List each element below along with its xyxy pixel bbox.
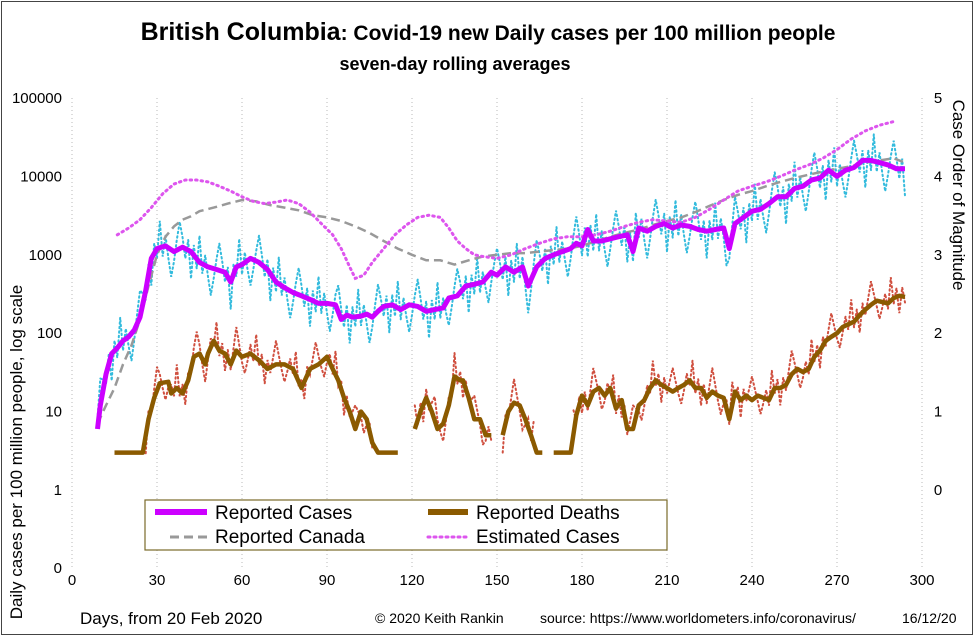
x-tick-label: 0 xyxy=(68,572,76,589)
copyright-text: © 2020 Keith Rankin xyxy=(375,610,504,626)
x-tick-label: 270 xyxy=(824,572,849,589)
daily-cases-noise xyxy=(96,134,906,420)
x-tick-label: 150 xyxy=(484,572,509,589)
x-tick-label: 300 xyxy=(909,572,934,589)
y-tick-labels: 0 1 10 100 1000 10000 100000 xyxy=(12,90,62,577)
series-line-reported-deaths xyxy=(500,400,543,455)
x-tick-labels: 0 30 60 90 120 150 180 210 240 270 300 xyxy=(68,572,935,589)
chart-title-bold: British Columbia xyxy=(141,18,342,46)
y-tick-label: 10000 xyxy=(20,168,62,185)
legend-label-reported-cases: Reported Cases xyxy=(215,503,352,524)
legend: Reported Cases Reported Deaths Reported … xyxy=(144,499,668,551)
x-tick-label: 210 xyxy=(654,572,679,589)
legend-label-reported-canada: Reported Canada xyxy=(215,527,365,548)
date-text: 16/12/20 xyxy=(902,610,957,626)
series-line-estimated-cases xyxy=(115,120,896,281)
series-line-reported-cases xyxy=(95,157,905,430)
series-line-reported-deaths xyxy=(553,293,906,455)
grid-lines xyxy=(71,98,923,568)
x-tick-label: 180 xyxy=(569,572,594,589)
chart-subtitle: seven-day rolling averages xyxy=(339,54,570,74)
series-line-reported-canada xyxy=(96,157,906,425)
x-tick-label: 120 xyxy=(399,572,424,589)
y-axis-label: Daily cases per 100 million people, log … xyxy=(7,285,26,620)
series-line-reported-deaths xyxy=(412,374,492,438)
x-axis-label: Days, from 20 Feb 2020 xyxy=(80,609,262,628)
x-tick-label: 60 xyxy=(234,572,251,589)
y2-axis-label: Case Order of Magnitude xyxy=(949,100,968,291)
series-line-reported-deaths xyxy=(114,338,398,455)
y2-tick-label: 1 xyxy=(934,404,942,421)
y-tick-label: 0 xyxy=(54,560,62,577)
y2-tick-label: 2 xyxy=(934,325,942,342)
daily-noise-dots xyxy=(96,134,906,455)
chart-title-rest: : Covid-19 new Daily cases per 100 milli… xyxy=(341,22,836,45)
legend-box xyxy=(144,499,668,551)
legend-label-reported-deaths: Reported Deaths xyxy=(476,503,620,524)
source-text: source: https://www.worldometers.info/co… xyxy=(540,610,856,626)
y-tick-label: 100000 xyxy=(12,90,62,107)
y-tick-label: 10 xyxy=(45,404,62,421)
chart-title: British Columbia: Covid-19 new Daily cas… xyxy=(141,18,836,46)
y2-tick-label: 3 xyxy=(934,247,942,264)
y2-tick-label: 5 xyxy=(934,90,942,107)
y2-tick-label: 4 xyxy=(934,168,942,185)
y-tick-label: 1000 xyxy=(29,247,62,264)
x-tick-label: 240 xyxy=(739,572,764,589)
y-tick-label: 100 xyxy=(37,325,62,342)
y2-tick-labels: 0 1 2 3 4 5 xyxy=(934,90,942,499)
series-lines xyxy=(95,120,906,455)
y-tick-label: 1 xyxy=(54,482,62,499)
y2-tick-label: 0 xyxy=(934,482,942,499)
x-tick-label: 90 xyxy=(319,572,336,589)
x-tick-label: 30 xyxy=(149,572,166,589)
legend-label-estimated-cases: Estimated Cases xyxy=(476,527,620,548)
